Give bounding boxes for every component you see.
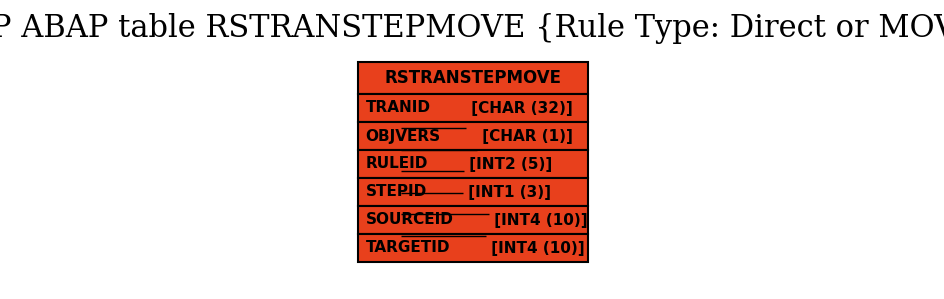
Text: [CHAR (1)]: [CHAR (1)] [476, 129, 572, 144]
Text: TARGETID: TARGETID [365, 240, 449, 256]
Bar [357, 62, 587, 94]
Text: OBJVERS: OBJVERS [365, 129, 440, 144]
Bar [357, 122, 587, 150]
Text: RULEID: RULEID [365, 156, 428, 172]
Text: [INT4 (10)]: [INT4 (10)] [485, 240, 584, 256]
Bar [357, 178, 587, 206]
Bar [357, 150, 587, 178]
Text: RSTRANSTEPMOVE: RSTRANSTEPMOVE [383, 69, 561, 87]
Text: TRANID: TRANID [365, 100, 430, 115]
Bar [357, 206, 587, 234]
Bar [357, 94, 587, 122]
Text: [CHAR (32)]: [CHAR (32)] [466, 100, 572, 115]
Text: [INT2 (5)]: [INT2 (5)] [464, 156, 551, 172]
Text: [INT4 (10)]: [INT4 (10)] [489, 213, 587, 228]
Text: STEPID: STEPID [365, 184, 427, 199]
Text: SOURCEID: SOURCEID [365, 213, 453, 228]
Bar [357, 234, 587, 262]
Text: SAP ABAP table RSTRANSTEPMOVE {Rule Type: Direct or MOVE}: SAP ABAP table RSTRANSTEPMOVE {Rule Type… [0, 13, 944, 43]
Text: [INT1 (3)]: [INT1 (3)] [463, 184, 550, 199]
